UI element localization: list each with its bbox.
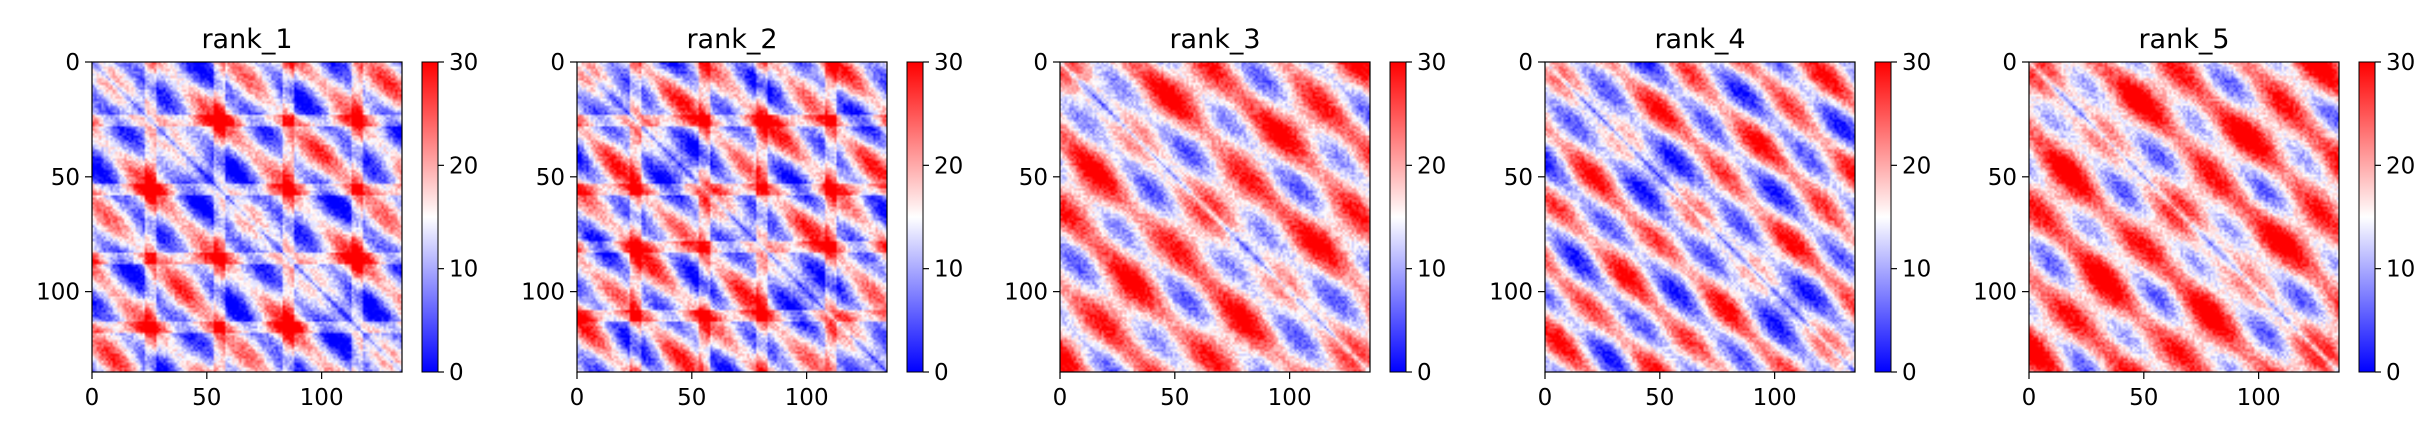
colorbar-tick-label: 30 [934, 50, 963, 76]
axes-frame [1544, 61, 1856, 373]
colorbar [2358, 61, 2376, 373]
y-tick-label: 50 [1504, 165, 1533, 191]
x-tick-label: 100 [785, 385, 829, 411]
x-tick-label: 50 [1645, 385, 1674, 411]
panel-rank_1: rank_1 0 50 100 0 50 100 0 10 20 30 [36, 24, 478, 411]
panel-rank_4: rank_4 0 50 100 0 50 100 0 10 20 30 [1489, 24, 1931, 411]
heatmap-image [2029, 62, 2339, 372]
y-tick-label: 100 [36, 280, 80, 306]
y-tick-label: 50 [1988, 165, 2017, 191]
heatmap-image [577, 62, 887, 372]
y-tick-label: 100 [1489, 280, 1533, 306]
chart-title: rank_2 [686, 24, 777, 55]
y-tick-label: 100 [1973, 280, 2017, 306]
colorbar-tick-label: 0 [1417, 360, 1432, 386]
x-tick-label: 100 [1753, 385, 1797, 411]
colorbar-tick-label: 10 [449, 257, 478, 283]
x-tick-label: 100 [2237, 385, 2281, 411]
x-tick-label: 0 [1538, 385, 1553, 411]
colorbar-tick-label: 0 [1902, 360, 1917, 386]
heatmap-image [1060, 62, 1370, 372]
chart-title: rank_5 [2138, 24, 2229, 55]
colorbar-tick-label: 30 [1902, 50, 1931, 76]
y-tick-label: 0 [65, 50, 80, 76]
y-tick-label: 0 [1518, 50, 1533, 76]
x-tick-label: 0 [2022, 385, 2037, 411]
y-tick-label: 100 [1004, 280, 1048, 306]
axes-frame [2028, 61, 2340, 373]
colorbar-tick-label: 30 [1417, 50, 1446, 76]
x-tick-label: 50 [2129, 385, 2158, 411]
colorbar-tick-label: 20 [449, 153, 478, 179]
x-tick-label: 0 [85, 385, 100, 411]
colorbar-tick-label: 20 [1902, 153, 1931, 179]
colorbar-tick-label: 0 [2386, 360, 2401, 386]
chart-title: rank_1 [201, 24, 292, 55]
y-tick-label: 50 [51, 165, 80, 191]
colorbar [421, 61, 439, 373]
x-tick-label: 50 [677, 385, 706, 411]
panel-rank_3: rank_3 0 50 100 0 50 100 0 10 20 30 [1004, 24, 1446, 411]
x-tick-label: 0 [1053, 385, 1068, 411]
x-tick-label: 100 [1268, 385, 1312, 411]
x-tick-label: 50 [1160, 385, 1189, 411]
x-tick-label: 100 [300, 385, 344, 411]
colorbar-tick-label: 10 [1417, 257, 1446, 283]
y-tick-label: 50 [1019, 165, 1048, 191]
axes-frame [1059, 61, 1371, 373]
y-tick-label: 50 [536, 165, 565, 191]
colorbar-tick-label: 10 [1902, 257, 1931, 283]
colorbar-tick-label: 20 [934, 153, 963, 179]
heatmap-image [92, 62, 402, 372]
colorbar-tick-label: 20 [1417, 153, 1446, 179]
y-tick-label: 0 [550, 50, 565, 76]
chart-title: rank_3 [1169, 24, 1260, 55]
colorbar [1389, 61, 1407, 373]
axes-frame [91, 61, 403, 373]
panel-rank_2: rank_2 0 50 100 0 50 100 0 10 20 30 [521, 24, 963, 411]
colorbar-tick-label: 0 [449, 360, 464, 386]
x-tick-label: 50 [192, 385, 221, 411]
x-tick-label: 0 [570, 385, 585, 411]
chart-title: rank_4 [1654, 24, 1745, 55]
colorbar-tick-label: 10 [2386, 257, 2415, 283]
heatmap-image [1545, 62, 1855, 372]
colorbar-tick-label: 0 [934, 360, 949, 386]
axes-frame [576, 61, 888, 373]
y-tick-label: 0 [2002, 50, 2017, 76]
y-tick-label: 0 [1033, 50, 1048, 76]
colorbar-tick-label: 30 [449, 50, 478, 76]
colorbar [1874, 61, 1892, 373]
colorbar-tick-label: 20 [2386, 153, 2415, 179]
panel-rank_5: rank_5 0 50 100 0 50 100 0 10 20 30 [1973, 24, 2415, 411]
y-tick-label: 100 [521, 280, 565, 306]
colorbar-tick-label: 10 [934, 257, 963, 283]
colorbar-tick-label: 30 [2386, 50, 2415, 76]
colorbar [906, 61, 924, 373]
